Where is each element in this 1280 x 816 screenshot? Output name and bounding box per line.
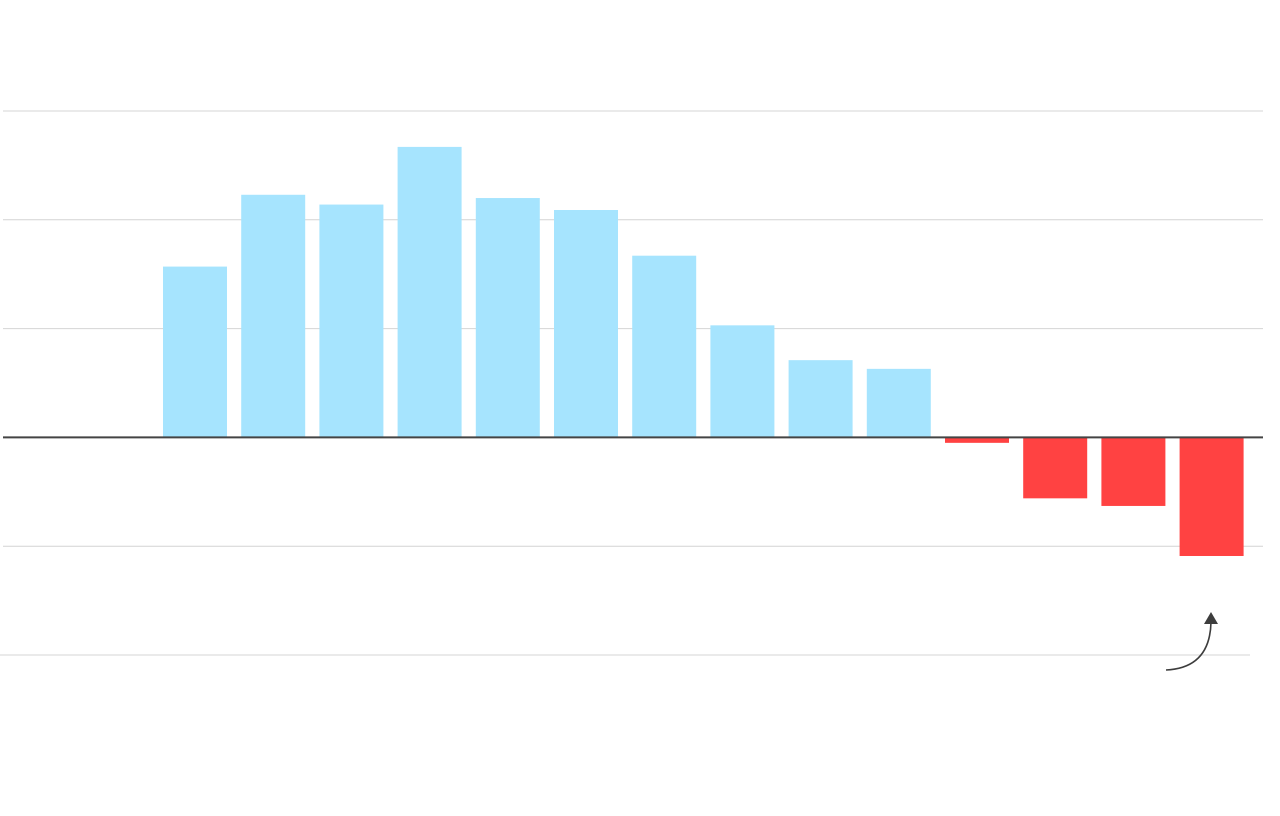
bar-positive [554,210,618,438]
bar-positive [788,360,853,438]
bar-positive [710,325,775,438]
bar-positive [475,198,540,438]
annotation-arrow-head [1204,612,1218,624]
bar-negative [1179,437,1244,556]
bar-positive [241,194,306,438]
annotation-arrow-icon [1165,612,1218,671]
bar-negative [945,437,1009,443]
bar-positive [866,368,931,438]
annotation-arrow-curve [1165,621,1212,671]
bar-positive [163,266,227,438]
bars [163,146,1244,556]
bar-negative [1023,437,1088,499]
bar-positive [397,146,462,438]
bar-positive [632,255,697,438]
bar-positive [319,204,384,438]
bar-negative [1101,437,1166,506]
